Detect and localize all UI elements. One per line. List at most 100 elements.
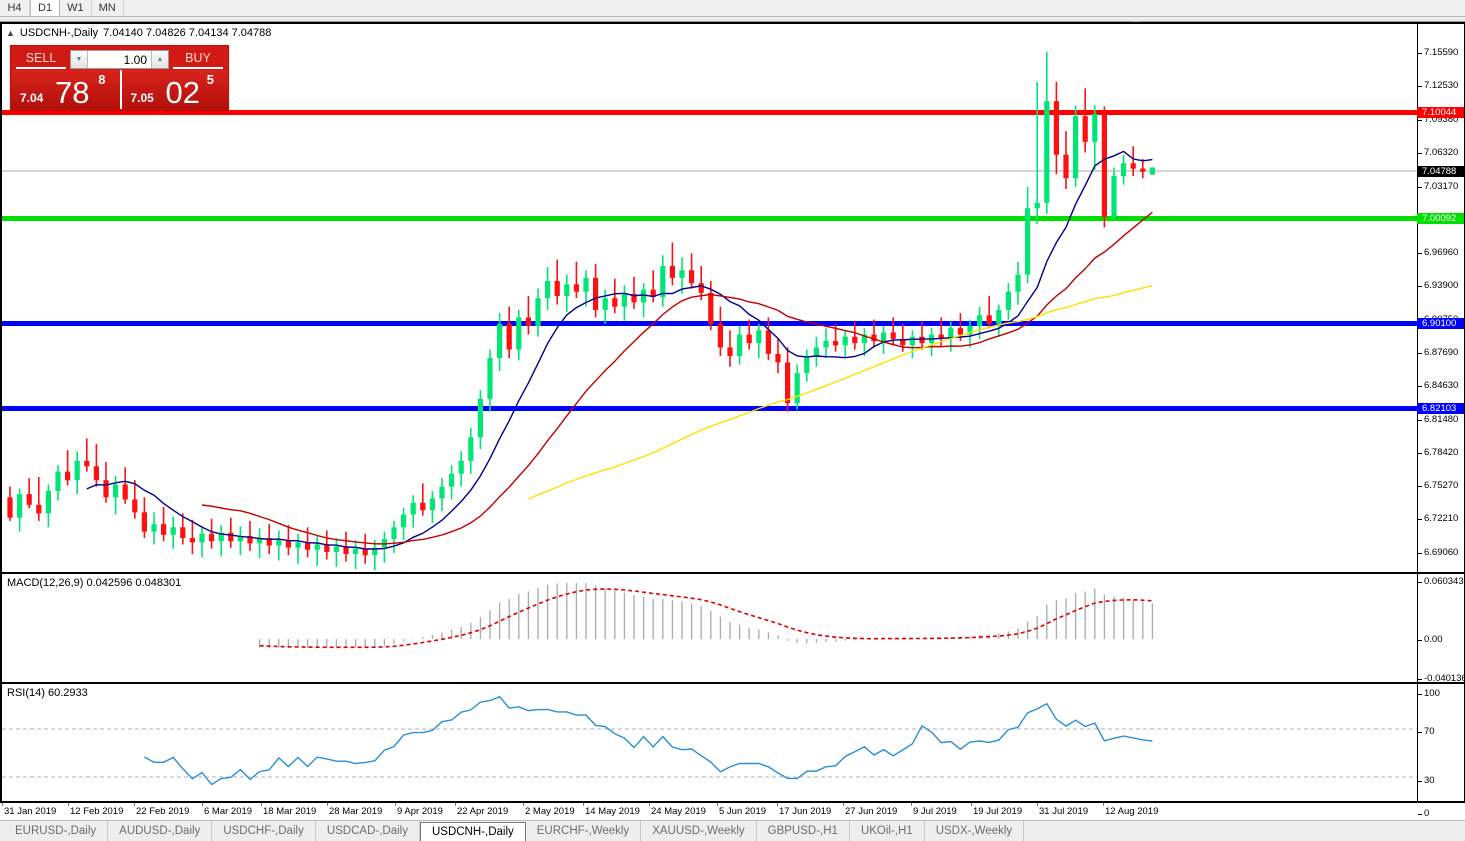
date-label: 5 Jun 2019 [719,806,767,817]
chart-panes: ▲ USDCNH-,Daily 7.04140 7.04826 7.04134 … [0,22,1465,819]
timeframe-toolbar: H4 D1 W1 MN [0,0,1465,17]
sell-label[interactable]: SELL [16,51,66,69]
chart-tab-xauusd--weekly[interactable]: XAUUSD-,Weekly [641,821,757,841]
date-label: 27 Jun 2019 [845,806,898,817]
price-tick: 6.93900 [1418,280,1465,291]
chart-tab-usdcad--daily[interactable]: USDCAD-,Daily [316,821,420,841]
date-tick [327,803,328,806]
chart-tab-eurusd--daily[interactable]: EURUSD-,Daily [4,821,109,841]
price-pane[interactable]: ▲ USDCNH-,Daily 7.04140 7.04826 7.04134 … [0,22,1465,589]
date-label: 22 Feb 2019 [136,806,190,817]
price-tick: 6.81480 [1418,414,1465,425]
date-tick [134,803,135,806]
timeframe-mn[interactable]: MN [92,0,124,16]
date-label: 12 Feb 2019 [70,806,124,817]
level-tag-support-blue-2[interactable]: 6.82103 [1417,403,1464,414]
macd-label: MACD(12,26,9) 0.042596 0.048301 [7,577,182,589]
rsi-scale[interactable]: 100 70 30 0 [1417,684,1465,819]
one-click-trading-panel[interactable]: SELL ▼ 1.00 ▲ BUY 7.04 78 8 [10,45,229,110]
volume-stepper[interactable]: ▼ 1.00 ▲ [70,50,169,69]
volume-increase-icon[interactable]: ▲ [151,51,168,68]
price-tick: 7.06320 [1418,147,1465,158]
chart-symbol-label: USDCNH-,Daily [19,27,99,39]
price-tick: 6.75270 [1418,480,1465,491]
volume-decrease-icon[interactable]: ▼ [71,51,88,68]
price-tick: 6.87690 [1418,347,1465,358]
price-tick: 7.09380 [1418,114,1465,125]
rsi-tick: 0 [1418,808,1465,819]
sell-price-main: 78 [55,75,90,109]
rsi-plot-area[interactable] [2,684,1417,801]
date-tick [395,803,396,806]
rsi-label: RSI(14) 60.2933 [7,687,88,699]
date-label: 12 Aug 2019 [1105,806,1159,817]
buy-price-main: 02 [165,75,200,109]
price-tick: 7.12530 [1418,80,1465,91]
date-tick [202,803,203,806]
level-tag-support-green[interactable]: 7.00092 [1417,213,1464,224]
date-tick [583,803,584,806]
level-tag-support-blue-1[interactable]: 6.90100 [1417,318,1464,329]
date-tick [523,803,524,806]
date-label: 28 Mar 2019 [329,806,383,817]
date-tick [843,803,844,806]
date-label: 17 Jun 2019 [779,806,832,817]
oct-top-row: SELL ▼ 1.00 ▲ BUY [11,46,228,70]
triangle-up-icon[interactable]: ▲ [6,27,15,38]
date-tick [1037,803,1038,806]
macd-pane[interactable]: MACD(12,26,9) 0.042596 0.048301 0.060343… [0,573,1465,684]
date-tick [1103,803,1104,806]
oct-price-row: 7.04 78 8 7.05 02 5 [11,70,228,109]
price-tick: 6.84630 [1418,380,1465,391]
buy-button[interactable]: 7.05 02 5 [119,70,228,109]
macd-scale[interactable]: 0.060343 0.00 -0.040136 [1417,574,1465,684]
volume-input[interactable]: 1.00 [123,52,147,67]
rsi-tick: 100 [1418,688,1465,699]
timeframe-w1[interactable]: W1 [60,0,92,16]
chart-tab-usdchf--daily[interactable]: USDCHF-,Daily [212,821,316,841]
date-tick [777,803,778,806]
date-label: 14 May 2019 [585,806,640,817]
date-label: 31 Jul 2019 [1039,806,1089,817]
price-tick: 6.72210 [1418,513,1465,524]
rsi-pane[interactable]: RSI(14) 60.2933 100 70 30 0 [0,683,1465,819]
toolbar-empty-area [124,0,1465,16]
current-price-tag: 7.04788 [1417,166,1464,177]
chart-tabs-bar: EURUSD-,Daily AUDUSD-,Daily USDCHF-,Daily U… [0,820,1465,841]
date-axis[interactable]: 31 Jan 2019 12 Feb 2019 22 Feb 2019 6 Mar 2… [0,802,1465,820]
date-tick [68,803,69,806]
chart-tab-ukoil--h1[interactable]: UKOil-,H1 [850,821,925,841]
price-tick: 7.15590 [1418,47,1465,58]
chart-tab-usdcnh--daily[interactable]: USDCNH-,Daily [419,822,526,841]
macd-plot-area[interactable] [2,574,1417,682]
sell-price-fraction: 8 [98,72,106,87]
chart-tab-usdx--weekly[interactable]: USDX-,Weekly [925,821,1025,841]
chart-tab-eurchf--weekly[interactable]: EURCHF-,Weekly [526,821,642,841]
rsi-tick: 70 [1418,726,1465,737]
date-label: 9 Jul 2019 [913,806,957,817]
chart-ohlc-values: 7.04140 7.04826 7.04134 7.04788 [103,27,272,39]
chart-tab-audusd--daily[interactable]: AUDUSD-,Daily [108,821,213,841]
timeframe-h4[interactable]: H4 [0,0,30,16]
price-plot-area[interactable] [2,24,1417,572]
level-tag-resistance-red[interactable]: 7.10044 [1417,107,1464,118]
date-label: 6 Mar 2019 [204,806,253,817]
chart-tab-gbpusd--h1[interactable]: GBPUSD-,H1 [757,821,850,841]
timeframe-d1[interactable]: D1 [30,0,61,16]
price-tick: 7.03170 [1418,181,1465,192]
buy-price-fraction: 5 [206,72,214,87]
macd-tick: 0.060343 [1418,576,1465,587]
price-tick: 6.96960 [1418,247,1465,258]
macd-tick: 0.00 [1418,634,1465,645]
chart-window: ▲ USDCNH-,Daily 7.04140 7.04826 7.04134 … [0,17,1465,820]
sell-price-prefix: 7.04 [20,91,44,105]
buy-label[interactable]: BUY [173,51,223,69]
date-tick [971,803,972,806]
date-tick [455,803,456,806]
price-tick: 6.69060 [1418,547,1465,558]
date-label: 22 Apr 2019 [457,806,509,817]
date-tick [717,803,718,806]
date-label: 31 Jan 2019 [4,806,57,817]
sell-button[interactable]: 7.04 78 8 [11,70,120,109]
horizontal-scrollbar[interactable] [0,17,1465,22]
